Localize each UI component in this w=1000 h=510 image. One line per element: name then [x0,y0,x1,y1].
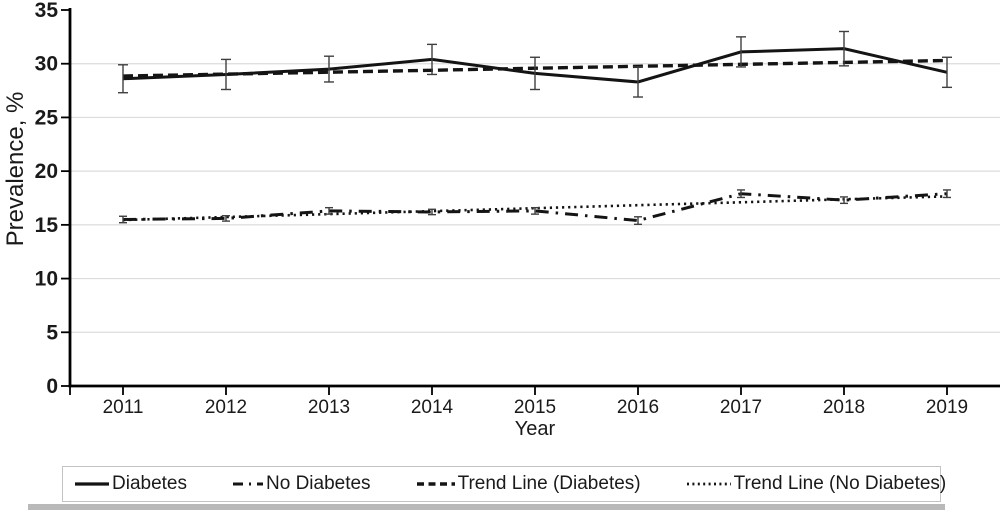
legend-item-trend-line-no-diabetes: Trend Line (No Diabetes) [686,473,947,495]
legend-line-sample-dashdot [233,482,263,486]
x-tick-label: 2011 [103,397,144,418]
x-tick-label: 2015 [514,397,556,418]
cropped-content-strip [28,504,945,510]
x-tick-label: 2013 [308,397,350,418]
legend-item-label: No Diabetes [266,473,371,494]
legend-line-sample-dotted [686,482,731,486]
series-line-no-diabetes [122,192,948,223]
legend-line-sample-solid [75,482,109,486]
x-tick-label: 2019 [926,397,968,418]
legend-item-label: Trend Line (Diabetes) [457,473,641,494]
x-tick-label: 2012 [205,397,247,418]
legend-line-sample-dashed [416,482,455,486]
legend-item-no-diabetes: No Diabetes [233,473,371,495]
x-tick-label: 2017 [720,397,762,418]
y-tick-label: 5 [46,321,58,344]
y-axis-title: Prevalence, % [2,91,29,247]
x-tick-label: 2018 [823,397,865,418]
legend: Diabetes No Diabetes Trend Line (Diabetes)… [62,466,946,502]
legend-item-trend-line-diabetes: Trend Line (Diabetes) [416,473,641,495]
x-tick-label: 2016 [617,397,659,418]
y-tick-label: 15 [35,214,59,237]
legend-item-label: Diabetes [112,473,187,494]
x-axis-title: Year [514,418,556,440]
y-tick-label: 35 [35,0,59,22]
y-tick-label: 0 [46,375,58,398]
x-tick-label: 2014 [411,397,454,418]
plot-area: 0 5 10 15 20 25 30 35 2011 2012 2013 2014 2015 2016 20… [35,0,1000,418]
y-tick-label: 25 [35,106,59,129]
y-tick-label: 20 [35,160,58,183]
y-tick-label: 30 [35,53,58,76]
y-tick-label: 10 [35,268,58,291]
legend-item-label: Trend Line (No Diabetes) [733,473,947,494]
legend-item-diabetes: Diabetes [75,473,187,495]
